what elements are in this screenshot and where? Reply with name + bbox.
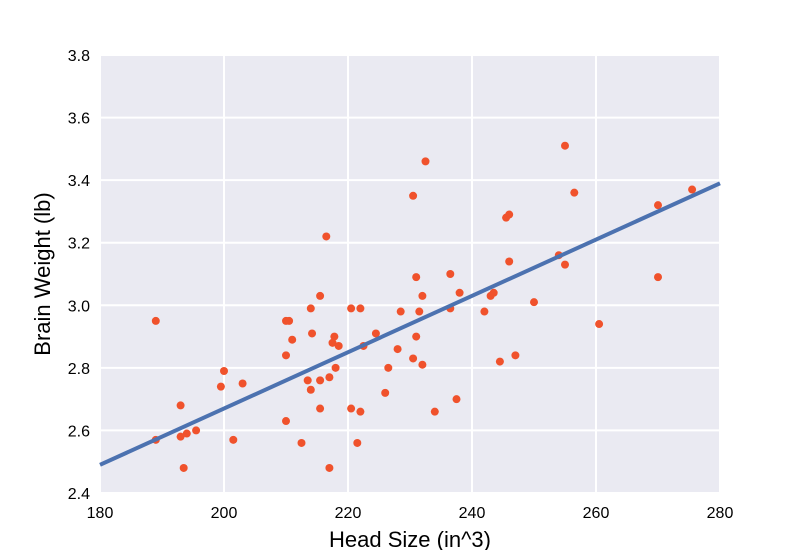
data-point xyxy=(176,432,185,441)
data-point xyxy=(418,360,427,369)
data-point xyxy=(430,407,439,416)
data-point xyxy=(356,407,365,416)
x-tick-label: 180 xyxy=(87,505,114,522)
x-tick-label: 200 xyxy=(211,505,238,522)
data-point xyxy=(151,316,160,325)
data-point xyxy=(316,376,325,385)
data-point xyxy=(595,320,604,329)
data-point xyxy=(325,373,334,382)
data-point xyxy=(384,363,393,372)
data-point xyxy=(330,332,339,341)
data-point xyxy=(216,382,225,391)
data-point xyxy=(412,273,421,282)
data-point xyxy=(530,298,538,307)
data-point xyxy=(505,257,514,266)
data-point xyxy=(306,385,315,394)
grid-lines xyxy=(99,54,721,494)
y-tick-label: 2.4 xyxy=(68,486,90,503)
data-point xyxy=(654,201,662,210)
data-point xyxy=(452,395,461,404)
data-point xyxy=(381,388,390,397)
data-point xyxy=(505,210,514,219)
y-tick-label: 3.0 xyxy=(68,298,90,315)
data-point xyxy=(415,307,424,316)
data-point xyxy=(409,191,418,200)
data-point xyxy=(561,141,569,150)
data-point xyxy=(176,401,185,410)
data-point xyxy=(303,376,312,385)
data-point xyxy=(480,307,489,316)
regression-line xyxy=(99,181,721,467)
data-point xyxy=(316,291,325,300)
data-point xyxy=(325,463,334,472)
data-point xyxy=(446,270,455,278)
data-point xyxy=(347,404,356,413)
y-tick-labels: 2.4 2.6 2.8 3.0 3.2 3.4 3.6 3.8 xyxy=(68,48,90,503)
data-point xyxy=(409,354,418,363)
data-point xyxy=(297,438,306,447)
y-tick-label: 3.4 xyxy=(68,173,90,190)
x-tick-label: 220 xyxy=(335,505,362,522)
y-tick-label: 2.8 xyxy=(68,361,90,378)
data-point xyxy=(371,329,380,338)
x-tick-label: 280 xyxy=(707,505,734,522)
data-point xyxy=(654,273,662,282)
data-point xyxy=(282,351,290,360)
y-tick-label: 3.8 xyxy=(68,48,90,65)
data-point xyxy=(570,188,579,197)
data-point xyxy=(334,341,343,350)
y-tick-label: 3.6 xyxy=(68,111,90,128)
plot-area xyxy=(100,55,720,493)
data-point xyxy=(179,463,188,472)
data-point xyxy=(238,379,247,388)
data-point xyxy=(511,351,520,360)
y-tick-label: 2.6 xyxy=(68,423,90,440)
data-point xyxy=(229,435,238,444)
y-tick-label: 3.2 xyxy=(68,236,90,253)
data-point xyxy=(455,288,464,297)
data-point xyxy=(306,304,315,313)
x-tick-label: 260 xyxy=(583,505,610,522)
data-point xyxy=(495,357,504,366)
data-point xyxy=(331,363,340,372)
data-point xyxy=(421,157,430,166)
data-point xyxy=(322,232,331,241)
data-point xyxy=(282,417,290,426)
data-point xyxy=(288,335,297,344)
x-tick-label: 240 xyxy=(459,505,486,522)
x-tick-labels: 180 200 220 240 260 280 xyxy=(87,505,734,522)
data-point xyxy=(285,316,294,325)
data-point xyxy=(220,366,228,375)
data-point xyxy=(182,429,191,438)
data-point xyxy=(418,291,427,300)
data-point xyxy=(328,338,337,347)
data-point xyxy=(393,345,402,354)
data-point xyxy=(347,304,356,313)
data-point xyxy=(308,329,317,338)
data-point xyxy=(316,404,325,413)
data-point xyxy=(353,438,362,447)
data-point xyxy=(396,307,405,316)
data-point xyxy=(561,260,569,269)
data-point xyxy=(688,185,697,194)
y-axis-label: Brain Weight (lb) xyxy=(30,192,55,355)
data-point xyxy=(192,426,201,435)
data-point xyxy=(356,304,365,313)
x-axis-label: Head Size (in^3) xyxy=(329,527,491,550)
data-point xyxy=(412,332,421,341)
data-point xyxy=(489,288,498,297)
